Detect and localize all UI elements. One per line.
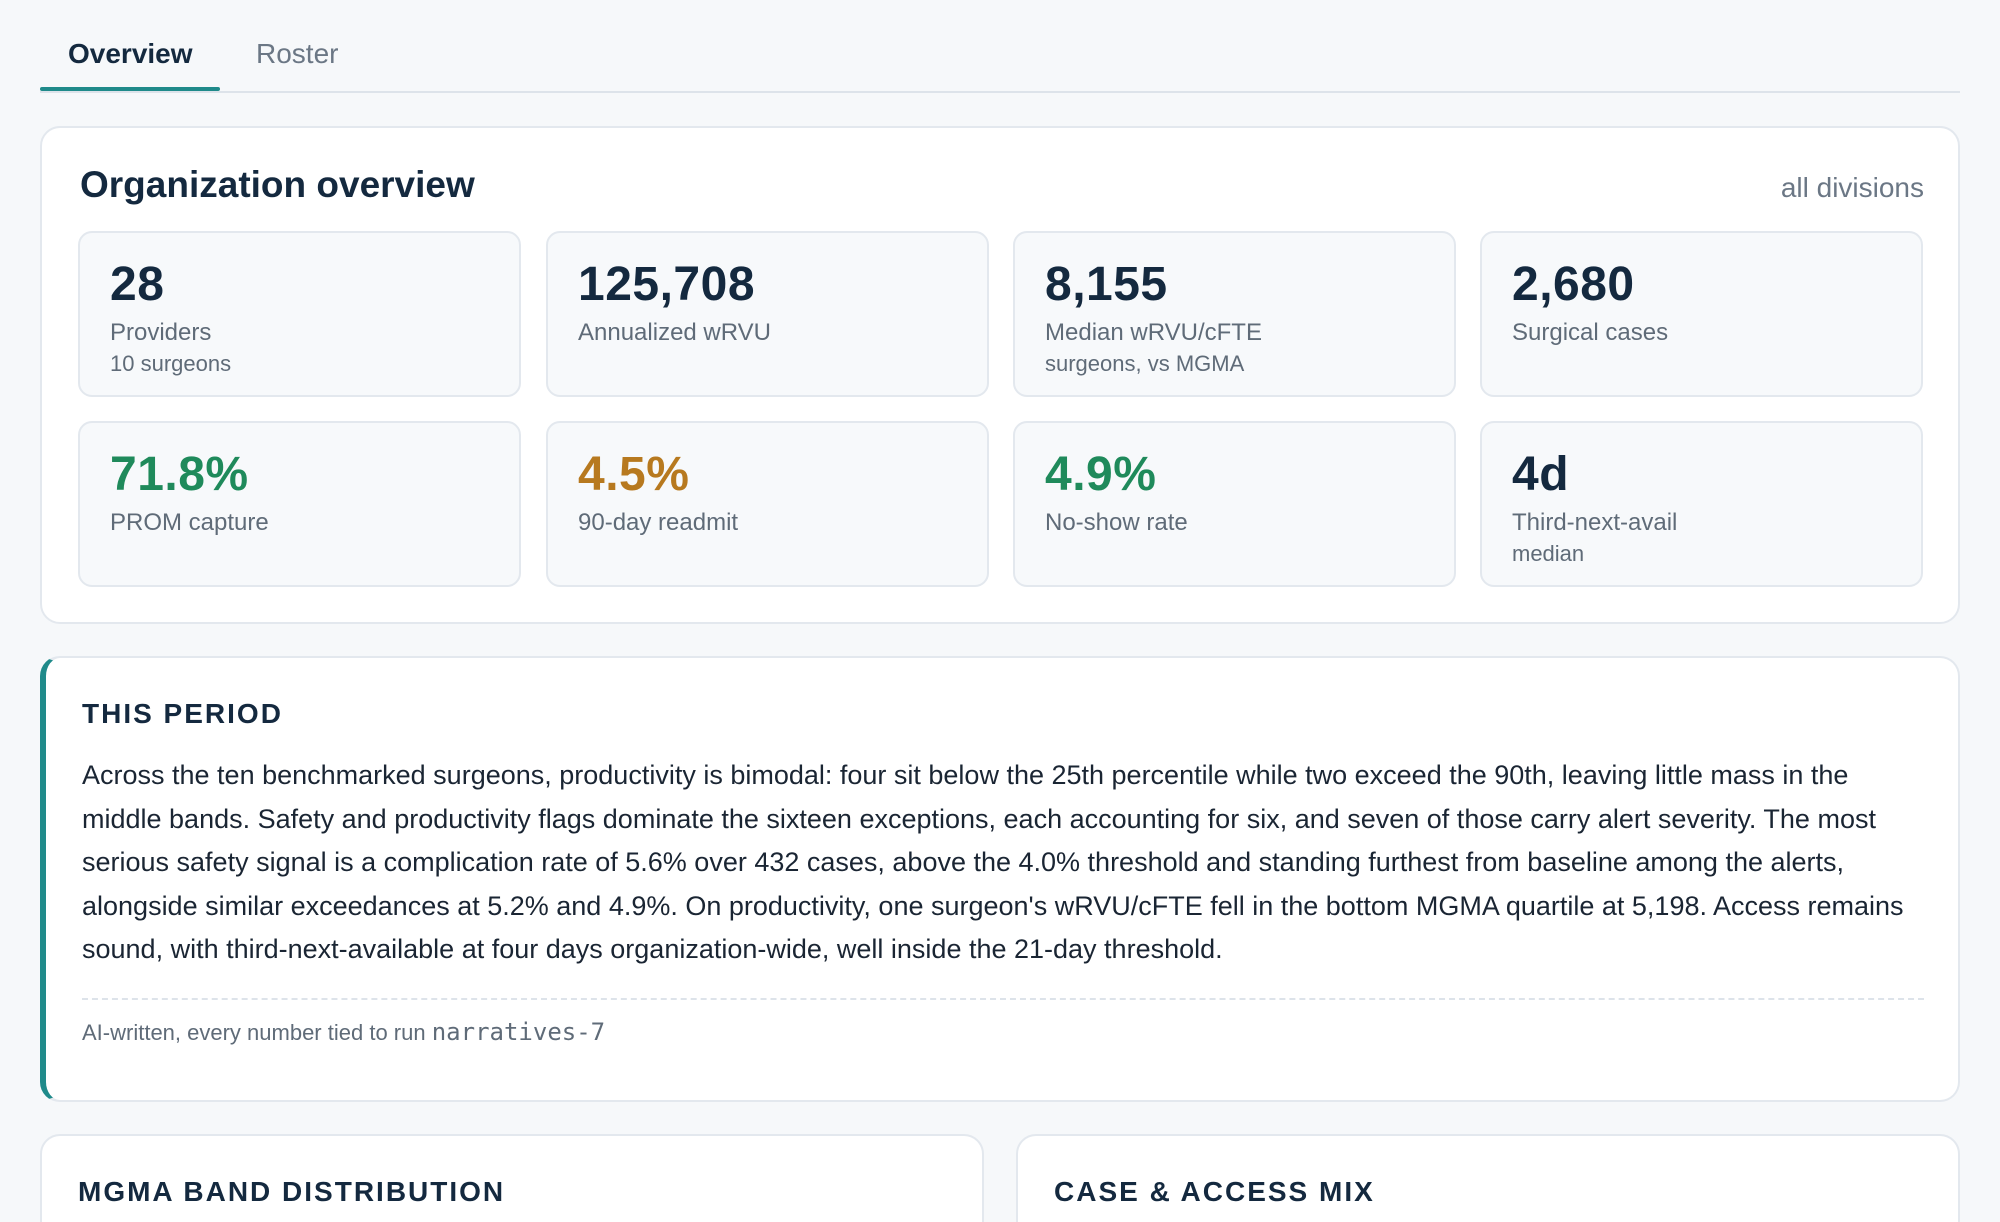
stat-sublabel: median bbox=[1512, 541, 1585, 566]
tab-bar: Overview Roster bbox=[40, 0, 1960, 93]
period-footnote: AI-written, every number tied to run nar… bbox=[82, 1018, 605, 1046]
footnote-text: AI-written, every number tied to run bbox=[82, 1020, 426, 1045]
stat-value: 2,680 bbox=[1512, 258, 1635, 311]
stat-card-annualized-wrvu: 125,708 Annualized wRVU bbox=[546, 231, 989, 397]
stat-card-prom-capture: 71.8% PROM capture bbox=[78, 421, 521, 587]
stat-card-no-show-rate: 4.9% No-show rate bbox=[1013, 421, 1456, 587]
stat-label: Third-next-avail bbox=[1512, 509, 1678, 536]
stat-label: No-show rate bbox=[1045, 509, 1188, 536]
tab-roster[interactable]: Roster bbox=[256, 38, 339, 69]
stat-value: 8,155 bbox=[1045, 258, 1168, 311]
stat-label: 90-day readmit bbox=[578, 509, 739, 536]
stat-card-90-day-readmit: 4.5% 90-day readmit bbox=[546, 421, 989, 587]
stat-value: 71.8% bbox=[110, 448, 249, 501]
scope-label: all divisions bbox=[1780, 172, 1924, 203]
stat-sublabel: surgeons, vs MGMA bbox=[1045, 351, 1245, 376]
stat-card-surgical-cases: 2,680 Surgical cases bbox=[1480, 231, 1923, 397]
this-period-card: THIS PERIOD Across the ten benchmarked s… bbox=[40, 656, 1960, 1102]
stat-card-median-wrvu-cfte: 8,155 Median wRVU/cFTE surgeons, vs MGMA bbox=[1013, 231, 1456, 397]
active-tab-indicator bbox=[40, 87, 220, 91]
case-access-mix-card: CASE & ACCESS MIX bbox=[1016, 1134, 1960, 1222]
organization-overview-card: Organization overview all divisions 28 P… bbox=[40, 126, 1960, 624]
divider bbox=[82, 998, 1924, 1000]
stat-sublabel: 10 surgeons bbox=[110, 351, 232, 376]
period-narrative: Across the ten benchmarked surgeons, pro… bbox=[82, 760, 1904, 964]
stat-value: 4d bbox=[1512, 448, 1570, 501]
stat-label: Annualized wRVU bbox=[578, 319, 771, 346]
overview-title: Organization overview bbox=[80, 164, 475, 205]
tab-overview[interactable]: Overview bbox=[68, 38, 193, 69]
stat-value: 125,708 bbox=[578, 258, 756, 311]
stat-card-providers: 28 Providers 10 surgeons bbox=[78, 231, 521, 397]
stat-value: 4.9% bbox=[1045, 448, 1157, 501]
stat-label: Median wRVU/cFTE bbox=[1045, 319, 1262, 346]
case-access-mix-title: CASE & ACCESS MIX bbox=[1054, 1176, 1375, 1207]
stat-label: Surgical cases bbox=[1512, 319, 1669, 346]
band-distribution-title: MGMA BAND DISTRIBUTION bbox=[78, 1176, 506, 1207]
stat-card-third-next-avail: 4d Third-next-avail median bbox=[1480, 421, 1923, 587]
stat-value: 4.5% bbox=[578, 448, 690, 501]
stat-label: Providers bbox=[110, 319, 212, 346]
stat-label: PROM capture bbox=[110, 509, 269, 536]
mgma-band-distribution-card: MGMA BAND DISTRIBUTION bbox=[40, 1134, 984, 1222]
stat-value: 28 bbox=[110, 258, 165, 311]
period-title: THIS PERIOD bbox=[82, 698, 283, 729]
run-id: narratives-7 bbox=[431, 1018, 606, 1046]
